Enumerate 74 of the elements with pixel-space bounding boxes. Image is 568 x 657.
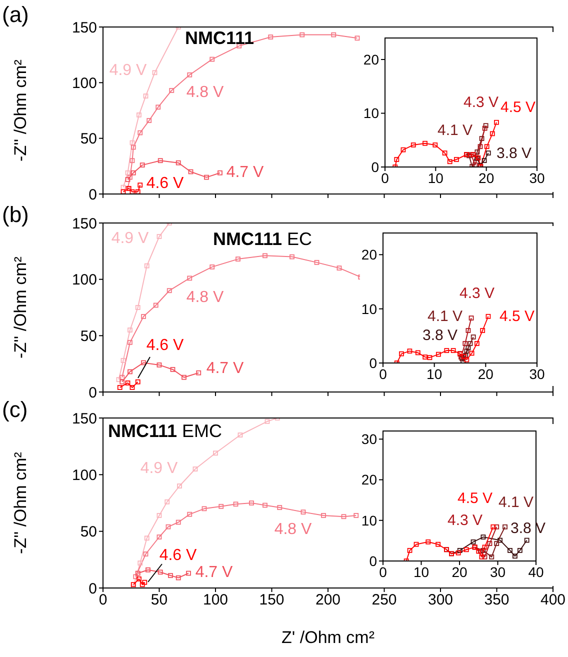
chart-title: NMC111 EC	[213, 229, 312, 249]
series-label: 4.8 V	[186, 289, 224, 306]
x-tick-label: 0	[381, 170, 390, 186]
x-tick-label: 20	[478, 366, 494, 382]
x-tick-label: 300	[428, 592, 454, 609]
x-axis-title: Z' /Ohm cm²	[282, 628, 375, 647]
y-tick-label: 10	[363, 105, 380, 122]
y-tick-label: 150	[72, 215, 97, 232]
x-tick-label: 200	[315, 592, 341, 609]
x-tick-label: 10	[428, 170, 444, 186]
series-label: 4.7 V	[206, 360, 244, 377]
series-label: 4.8 V	[274, 521, 312, 538]
series-label: 4.6 V	[146, 337, 184, 354]
x-tick-label: 40	[528, 564, 544, 580]
y-tick-label: 100	[72, 466, 97, 484]
series-label: 3.8 V	[422, 327, 458, 344]
y-tick-label: 150	[72, 19, 97, 36]
x-tick-label: 20	[452, 564, 468, 580]
x-tick-label: 50	[150, 592, 168, 609]
y-tick-label: 0	[371, 158, 380, 175]
series-label: 4.3 V	[459, 285, 495, 302]
y-tick-label: 150	[72, 410, 97, 428]
series-label: 4.1 V	[437, 122, 473, 139]
text: (a)	[2, 2, 29, 27]
y-tick-label: 0	[88, 384, 97, 402]
series-label: 4.7 V	[195, 564, 234, 581]
y-axis-title: -Z'' /Ohm cm²	[11, 256, 30, 358]
x-tick-label: 400	[540, 592, 566, 609]
series-label: 4.5 V	[457, 490, 493, 507]
y-tick-label: 0	[369, 354, 378, 371]
y-tick-label: 50	[80, 328, 97, 345]
x-tick-label: 10	[426, 366, 442, 382]
series-label: 4.6 V	[159, 547, 198, 564]
x-tick-label: 250	[372, 592, 397, 609]
x-tick-label: 30	[529, 170, 545, 186]
y-tick-label: 50	[80, 524, 97, 541]
x-tick-label: 20	[478, 170, 494, 186]
series-label: 4.9 V	[140, 460, 178, 477]
y-tick-label: 0	[88, 186, 97, 204]
text: (b)	[2, 202, 29, 227]
series-label: 4.1 V	[498, 494, 534, 511]
x-tick-label: 10	[413, 564, 430, 580]
y-tick-label: 20	[363, 51, 380, 68]
series-label: 4.5 V	[499, 308, 535, 325]
series-label: 4.5 V	[500, 99, 536, 116]
y-axis-title: -Z'' /Ohm cm²	[11, 452, 30, 554]
x-tick-label: 150	[259, 592, 284, 609]
chart-title: NMC111 EMC	[108, 421, 222, 441]
x-tick-label: 30	[490, 564, 506, 580]
text: (c)	[2, 397, 28, 422]
series-label: 4.9 V	[109, 62, 148, 79]
y-tick-label: 0	[369, 552, 378, 569]
series-label: 3.8 V	[496, 145, 532, 162]
series-label: 4.6 V	[146, 175, 184, 192]
x-tick-label: 100	[202, 592, 228, 609]
y-tick-label: 100	[72, 272, 97, 289]
y-tick-label: 20	[361, 246, 378, 263]
chart-title: NMC111	[185, 28, 254, 48]
y-tick-label: 10	[361, 512, 378, 528]
series-label: 4.7 V	[226, 164, 264, 181]
y-tick-label: 20	[361, 472, 378, 488]
series-label: 4.1 V	[427, 308, 463, 325]
series-label: 4.8 V	[186, 84, 224, 101]
series-label: 4.3 V	[447, 512, 483, 529]
y-tick-label: 0	[88, 580, 97, 598]
y-tick-label: 50	[80, 130, 97, 148]
y-axis-title: -Z'' /Ohm cm²	[11, 59, 30, 162]
y-tick-label: 30	[361, 431, 378, 448]
series-label: 4.3 V	[463, 94, 499, 111]
x-tick-label: 350	[484, 592, 510, 609]
x-tick-label: 30	[529, 366, 545, 382]
y-tick-label: 100	[72, 74, 97, 92]
series-label: 4.9 V	[111, 230, 150, 247]
y-tick-label: 10	[361, 300, 378, 317]
